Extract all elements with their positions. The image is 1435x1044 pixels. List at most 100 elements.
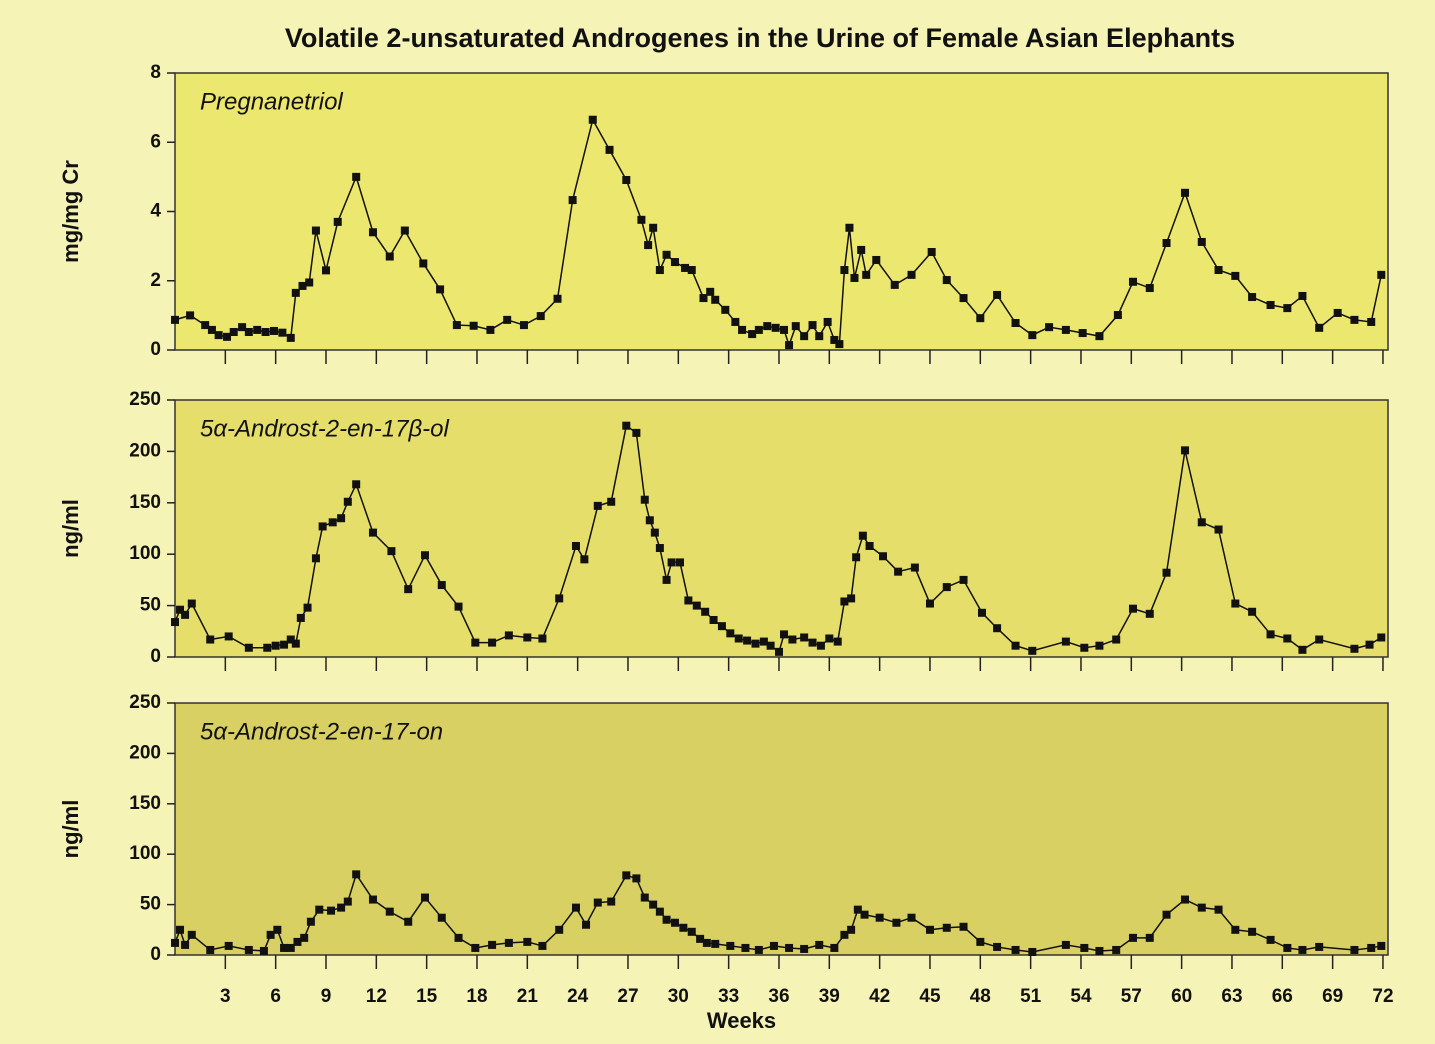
data-point [942,276,951,285]
data-point [840,930,849,939]
data-point [536,312,545,321]
data-point [1377,633,1386,642]
data-point [1283,943,1292,952]
data-point [181,610,190,619]
x-tick-label: 42 [869,986,890,1007]
data-point [1011,641,1020,650]
data-point [488,638,497,647]
y-tick-label: 150 [129,793,161,814]
x-tick-label: 3 [220,986,231,1007]
y-tick-label: 0 [150,944,161,965]
data-point [327,906,336,915]
y-tick-label: 100 [129,843,161,864]
data-point [352,480,361,489]
data-point [721,305,730,314]
data-point [368,528,377,537]
data-point [471,638,480,647]
data-point [696,934,705,943]
data-point [1128,933,1137,942]
data-point [171,618,179,627]
data-point [1350,945,1359,954]
data-point [206,945,215,954]
data-point [1350,315,1359,324]
data-point [833,637,842,646]
data-point [214,331,223,340]
data-point [1095,946,1104,955]
x-tick-label: 48 [970,986,991,1007]
data-point [763,322,772,331]
data-point [1180,188,1189,197]
data-point [699,294,708,303]
data-point [925,599,934,608]
y-tick-label: 200 [129,440,161,461]
data-point [734,634,743,643]
data-point [176,605,185,614]
data-point [420,551,429,560]
data-point [582,920,591,929]
data-point [571,541,580,550]
data-point [278,328,287,337]
data-point [847,925,856,934]
data-point [273,925,282,934]
data-point [580,555,589,564]
data-point [207,325,216,334]
data-point [315,905,324,914]
data-point [875,913,884,922]
y-tick-label: 8 [150,62,161,83]
data-point [437,581,446,590]
data-point [993,942,1002,951]
data-point [632,428,641,437]
data-point [1145,933,1154,942]
x-tick-label: 54 [1070,986,1092,1007]
data-point [754,325,763,334]
data-point [1350,644,1359,653]
data-point [649,900,658,909]
data-point [253,325,262,334]
data-point [993,290,1002,299]
data-point [1283,634,1292,643]
data-point [857,245,866,254]
data-point [181,940,190,949]
data-point [593,501,602,510]
data-point [263,643,272,652]
data-point [872,255,881,264]
data-point [1061,637,1070,646]
data-point [701,607,710,616]
data-point [717,622,726,631]
y-tick-label: 0 [150,339,161,360]
data-point [976,937,985,946]
data-point [296,613,305,622]
data-point [404,585,413,594]
data-point [400,226,409,235]
x-tick-label: 69 [1322,986,1343,1007]
data-point [186,311,195,320]
data-point [333,217,342,226]
data-point [244,945,253,954]
data-point [865,541,874,550]
data-point [607,497,616,506]
data-point [224,632,233,641]
data-point [1315,323,1324,332]
x-tick-label: 45 [919,986,941,1007]
x-tick-label: 39 [819,986,840,1007]
data-point [1377,941,1386,950]
y-tick-label: 150 [129,492,161,513]
data-point [1162,239,1171,248]
data-point [788,635,797,644]
data-point [879,552,888,561]
data-point [1162,568,1171,577]
x-tick-label: 36 [768,986,789,1007]
y-tick-label: 250 [129,692,161,713]
data-point [785,943,794,952]
data-point [352,870,361,879]
data-point [387,547,396,556]
data-point [1162,910,1171,919]
data-point [622,871,631,880]
data-point [675,558,684,567]
data-point [337,903,346,912]
data-point [523,633,532,642]
data-point [907,913,916,922]
data-point [1011,318,1020,327]
data-point [1367,943,1376,952]
data-point [437,913,446,922]
